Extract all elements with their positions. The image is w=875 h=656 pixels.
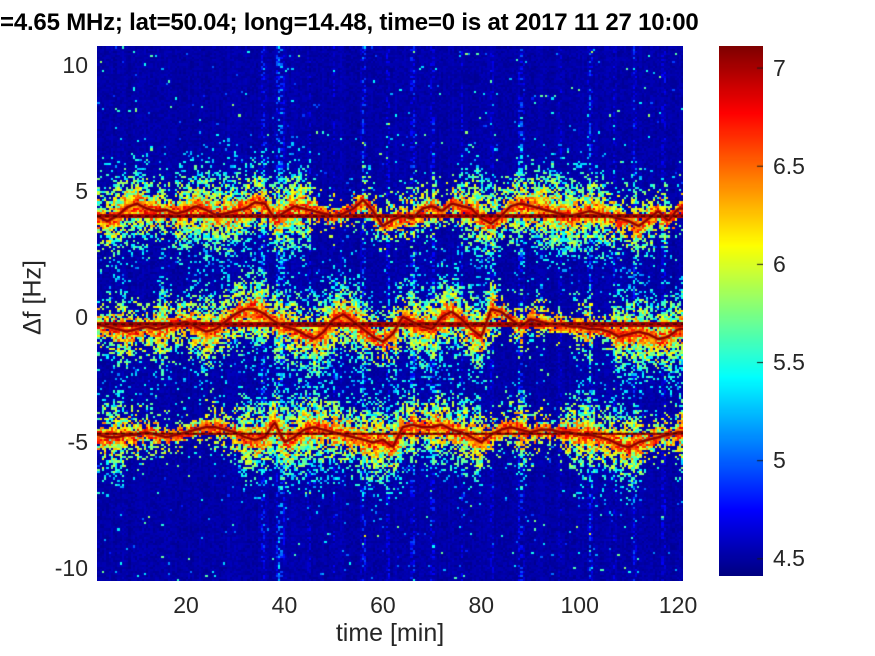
x-tick-label: 80 — [468, 592, 495, 618]
colorbar-tick-label: 5 — [773, 447, 786, 474]
x-tick-label: 20 — [173, 592, 199, 618]
y-tick-label: 5 — [75, 177, 88, 204]
colorbar — [719, 46, 763, 576]
x-tick-label: 40 — [271, 592, 298, 618]
y-tick-label: -5 — [67, 429, 88, 456]
colorbar-tick-label: 5.5 — [773, 349, 805, 376]
x-axis-label: time [min] — [335, 619, 445, 647]
x-tick-label: 60 — [370, 592, 396, 618]
y-tick-label: 0 — [75, 303, 88, 330]
colorbar-tick-label: 6.5 — [773, 152, 805, 179]
colorbar-tick-label: 4.5 — [773, 545, 805, 572]
colorbar-tick-label: 7 — [773, 54, 786, 81]
y-tick-label: -10 — [54, 554, 88, 581]
y-tick-label: 10 — [62, 52, 88, 79]
figure-title: =4.65 MHz; lat=50.04; long=14.48, time=0… — [0, 9, 699, 36]
x-tick-label: 120 — [658, 592, 698, 618]
spectrogram-heatmap — [97, 46, 683, 581]
colorbar-tick-label: 6 — [773, 250, 786, 277]
y-axis-label: Δf [Hz] — [18, 259, 47, 336]
x-tick-label: 100 — [560, 592, 599, 618]
